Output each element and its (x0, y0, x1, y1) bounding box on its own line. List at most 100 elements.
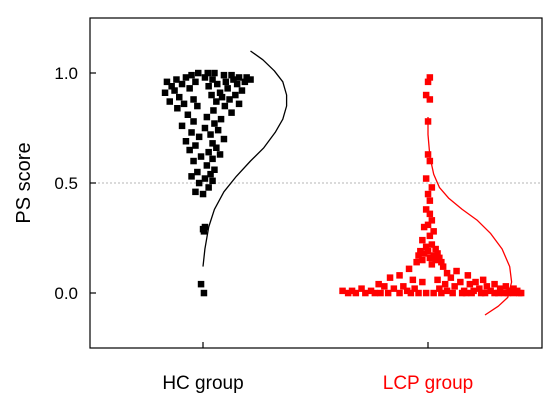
data-point (221, 102, 229, 110)
data-point (400, 283, 407, 290)
data-point (200, 289, 208, 297)
distribution-curve (202, 50, 288, 267)
data-point (232, 91, 239, 99)
data-point (195, 179, 203, 187)
y-tick-label: 0.0 (54, 284, 78, 303)
data-point (458, 289, 466, 297)
data-point (496, 285, 504, 292)
data-point (180, 100, 188, 108)
data-point (422, 91, 430, 99)
data-point (449, 289, 456, 297)
data-point (457, 278, 464, 286)
data-point (426, 254, 434, 262)
data-point (381, 283, 388, 290)
data-point (483, 283, 491, 290)
data-point (434, 276, 441, 284)
data-point (428, 261, 436, 268)
data-point (487, 287, 494, 295)
data-point (190, 118, 197, 125)
data-point (224, 85, 231, 92)
data-point (194, 168, 201, 176)
data-point (209, 177, 216, 185)
data-point (209, 155, 216, 163)
data-point (243, 74, 250, 81)
data-point (424, 78, 432, 86)
data-point (192, 142, 199, 149)
data-point (201, 124, 209, 132)
data-point (424, 118, 432, 125)
data-point (432, 256, 439, 264)
data-point (192, 188, 199, 196)
data-point (428, 217, 436, 224)
data-point (171, 87, 178, 94)
data-point (362, 289, 369, 297)
data-point (216, 89, 224, 96)
data-point (230, 76, 237, 83)
data-point (436, 254, 443, 262)
data-point (443, 287, 451, 295)
data-point (233, 80, 241, 88)
data-point (462, 289, 470, 297)
data-point (426, 157, 434, 165)
data-point (430, 228, 437, 235)
data-point (420, 223, 428, 231)
data-point (339, 287, 346, 295)
data-point (426, 210, 434, 218)
data-point (192, 78, 199, 86)
data-point (358, 285, 365, 292)
data-point (510, 285, 517, 292)
data-point (426, 96, 434, 103)
data-point (438, 289, 445, 297)
data-point (371, 289, 379, 297)
data-point (226, 96, 233, 103)
data-point (222, 78, 230, 86)
data-point (178, 122, 186, 130)
data-point (420, 250, 428, 257)
category-label: LCP group (383, 373, 474, 394)
data-point (190, 96, 197, 103)
data-point (195, 69, 202, 77)
data-point (195, 133, 203, 141)
data-point (197, 280, 205, 288)
x-axis: HC group LCP group (162, 342, 473, 394)
data-point (247, 76, 254, 83)
data-point (468, 289, 475, 297)
data-point (348, 287, 356, 295)
data-point (200, 228, 208, 235)
data-point (220, 71, 228, 79)
data-point (203, 113, 211, 121)
y-tick-label: 0.5 (54, 174, 78, 193)
data-point (241, 78, 249, 86)
data-point (409, 276, 417, 284)
data-point (428, 241, 436, 248)
data-point (491, 280, 498, 288)
data-point (163, 78, 171, 86)
data-point (375, 280, 382, 288)
data-point (516, 289, 523, 297)
data-point (220, 135, 228, 143)
data-point (352, 289, 360, 297)
data-point (344, 289, 352, 297)
data-point (216, 151, 224, 158)
data-point (217, 115, 225, 123)
data-point (182, 138, 190, 145)
data-point (390, 285, 398, 292)
data-point (235, 100, 243, 108)
data-point (184, 111, 192, 118)
data-point (405, 265, 413, 273)
data-point (213, 144, 220, 151)
data-point (422, 175, 430, 182)
data-point (432, 245, 439, 253)
data-point (209, 76, 216, 83)
data-point (161, 89, 169, 96)
data-point (476, 285, 483, 292)
data-point (422, 206, 430, 213)
data-point (207, 131, 214, 138)
data-point (235, 74, 243, 81)
data-point (211, 166, 218, 173)
data-point (413, 258, 420, 266)
data-point (479, 276, 487, 284)
data-point (466, 280, 474, 288)
data-point (211, 120, 218, 127)
data-point (203, 162, 211, 169)
